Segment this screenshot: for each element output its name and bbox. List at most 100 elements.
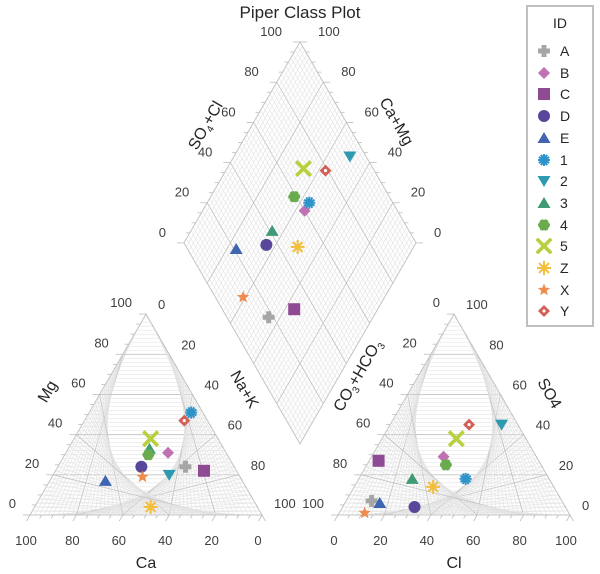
anion-point-3 [405,472,419,484]
anion-point-D [408,500,421,513]
so4cl-tick: 40 [198,145,212,160]
legend-label: 4 [560,216,568,233]
ca-tick: 100 [15,533,37,548]
mg-tick: 100 [110,295,132,310]
cation-point-E [98,474,112,486]
cl-tick: 80 [512,533,526,548]
mg-tick: 60 [71,375,85,390]
asterisk-marker-icon [538,153,550,166]
diamond-point-3 [265,224,279,236]
anion-point-5 [447,430,465,448]
cation-point-D [135,460,148,473]
legend-marker [537,261,551,275]
legend-item-E: E [536,128,569,148]
nak-tick: 40 [204,377,218,392]
legend-label: 3 [560,194,568,211]
legend-item-1: 1 [536,150,568,170]
triangle-down-marker-icon [537,176,551,188]
legend-marker [538,66,550,79]
anion-point-Y [463,418,476,431]
mg-tick: 80 [94,335,108,350]
so4-tick: 80 [489,337,503,352]
camg-tick: 20 [411,185,425,200]
legend-marker [538,153,550,166]
anion-point-X [358,506,371,519]
nak-tick: 60 [228,418,242,433]
mg-tick: 0 [9,496,16,511]
camg-tick: 80 [341,64,355,79]
ca-tick: 40 [158,533,172,548]
so4-tick: 60 [512,377,526,392]
diamond-point-5 [294,160,313,178]
so4cl-tick: 0 [159,225,166,240]
legend-marker [538,88,550,101]
triangle-up-marker-icon [537,196,551,208]
cation-point-Z [143,499,158,514]
flower-marker-icon [538,219,550,231]
so4cl-tick: 60 [221,104,235,119]
so4cl-tick: 80 [244,64,258,79]
legend-item-B: B [536,63,569,83]
legend-label: A [560,43,570,59]
legend-label: 2 [560,173,568,190]
legend-label: D [560,108,571,125]
legend-label: C [560,86,571,103]
legend-label: 1 [560,151,568,168]
cation-point-5 [142,430,160,448]
legend-item-D: D [536,106,570,126]
anion-point-4 [439,459,452,471]
camg-axis-label: Ca+Mg [376,95,417,149]
co3-tick: 60 [356,416,370,431]
co3-tick: 40 [379,375,393,390]
legend-item-4: 4 [536,215,568,235]
so4-axis-label: SO4 [534,376,565,412]
legend-label: E [560,129,570,146]
nak-tick: 100 [274,496,296,511]
camg-tick: 40 [388,145,402,160]
ca-tick: 0 [254,533,261,548]
co3-tick: 20 [402,335,416,350]
so4-tick: 40 [536,418,550,433]
diamond-point-C [288,303,301,316]
co3-tick: 0 [433,295,440,310]
cl-tick: 40 [420,533,434,548]
legend-item-2: 2 [536,171,568,191]
diamond-point-1 [303,196,316,209]
legend-item-X: X [536,280,569,300]
mg-tick: 40 [48,416,62,431]
ca-tick: 60 [112,533,126,548]
camg-tick: 60 [364,104,378,119]
legend-marker [536,238,552,255]
legend-item-C: C [536,84,570,104]
so4cl-tick: 100 [260,24,282,39]
cation-point-B [162,446,175,459]
diamond-point-2 [343,151,357,163]
co3-tick: 100 [302,496,324,511]
legend-item-Z: Z [536,258,569,278]
nak-axis-label: Na+K [226,368,261,412]
legend-item-3: 3 [536,193,568,213]
anion-point-1 [459,472,472,485]
diamond-point-Z [290,239,305,254]
cation-point-X [136,470,149,483]
cl-tick: 100 [555,533,577,548]
anion-point-2 [495,419,509,431]
diamond-point-X [236,290,250,303]
diamond-open-marker-icon [538,305,550,318]
circle-marker-icon [538,110,550,123]
so4-tick: 20 [559,458,573,473]
legend-marker [537,283,551,295]
anion-point-Z [426,479,441,494]
so4-tick: 100 [466,297,488,312]
nak-tick: 0 [158,297,165,312]
so4cl-tick: 20 [175,185,189,200]
legend-title: ID [553,15,567,31]
cation-point-2 [162,469,176,481]
ca-tick: 20 [204,533,218,548]
legend-marker [538,45,550,57]
co3-tick: 80 [333,456,347,471]
diamond-point-B [298,204,311,217]
legend-label: Y [560,303,570,320]
legend-label: X [560,281,570,298]
